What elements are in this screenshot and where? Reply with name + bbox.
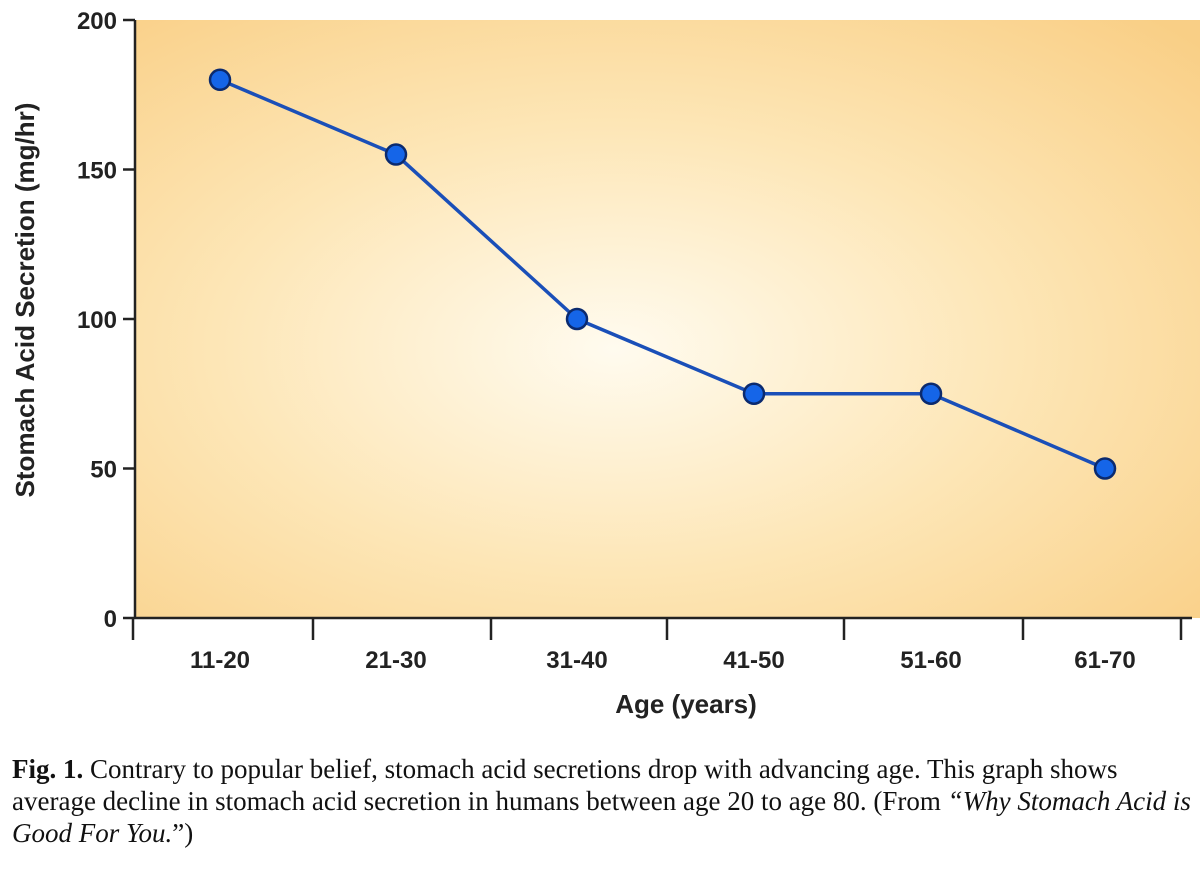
y-tick-label: 0: [104, 606, 117, 633]
x-tick-label: 21-30: [365, 647, 426, 674]
data-point: [919, 382, 943, 405]
data-point: [1093, 457, 1117, 480]
y-tick-label: 50: [90, 457, 117, 484]
caption-close: ”): [172, 818, 194, 848]
x-axis-label: Age (years): [615, 689, 757, 719]
data-point: [565, 307, 589, 331]
y-tick-label: 150: [77, 158, 117, 185]
figure-caption: Fig. 1. Contrary to popular belief, stom…: [12, 753, 1192, 849]
x-tick-label: 51-60: [900, 647, 961, 674]
data-point: [742, 382, 766, 405]
data-point: [384, 143, 408, 166]
y-tick-label: 100: [77, 307, 117, 334]
y-axis-label: Stomach Acid Secretion (mg/hr): [10, 103, 40, 498]
x-tick-label: 31-40: [546, 647, 607, 674]
line-chart: 0 50 100 150 200 11-20 21-30 31-40 41-50 51-60 61-…: [10, 8, 1200, 719]
x-tick-label: 41-50: [723, 647, 784, 674]
data-point: [208, 68, 232, 92]
caption-text: Contrary to popular belief, stomach acid…: [12, 754, 1118, 816]
caption-label: Fig. 1.: [12, 754, 84, 784]
series-line: [219, 78, 1106, 471]
x-tick-label: 11-20: [190, 647, 250, 674]
y-tick-label: 200: [77, 8, 117, 35]
caption-source: “Why Stomach Acid is Good For You.: [12, 786, 1191, 848]
x-tick-label: 61-70: [1074, 647, 1135, 674]
